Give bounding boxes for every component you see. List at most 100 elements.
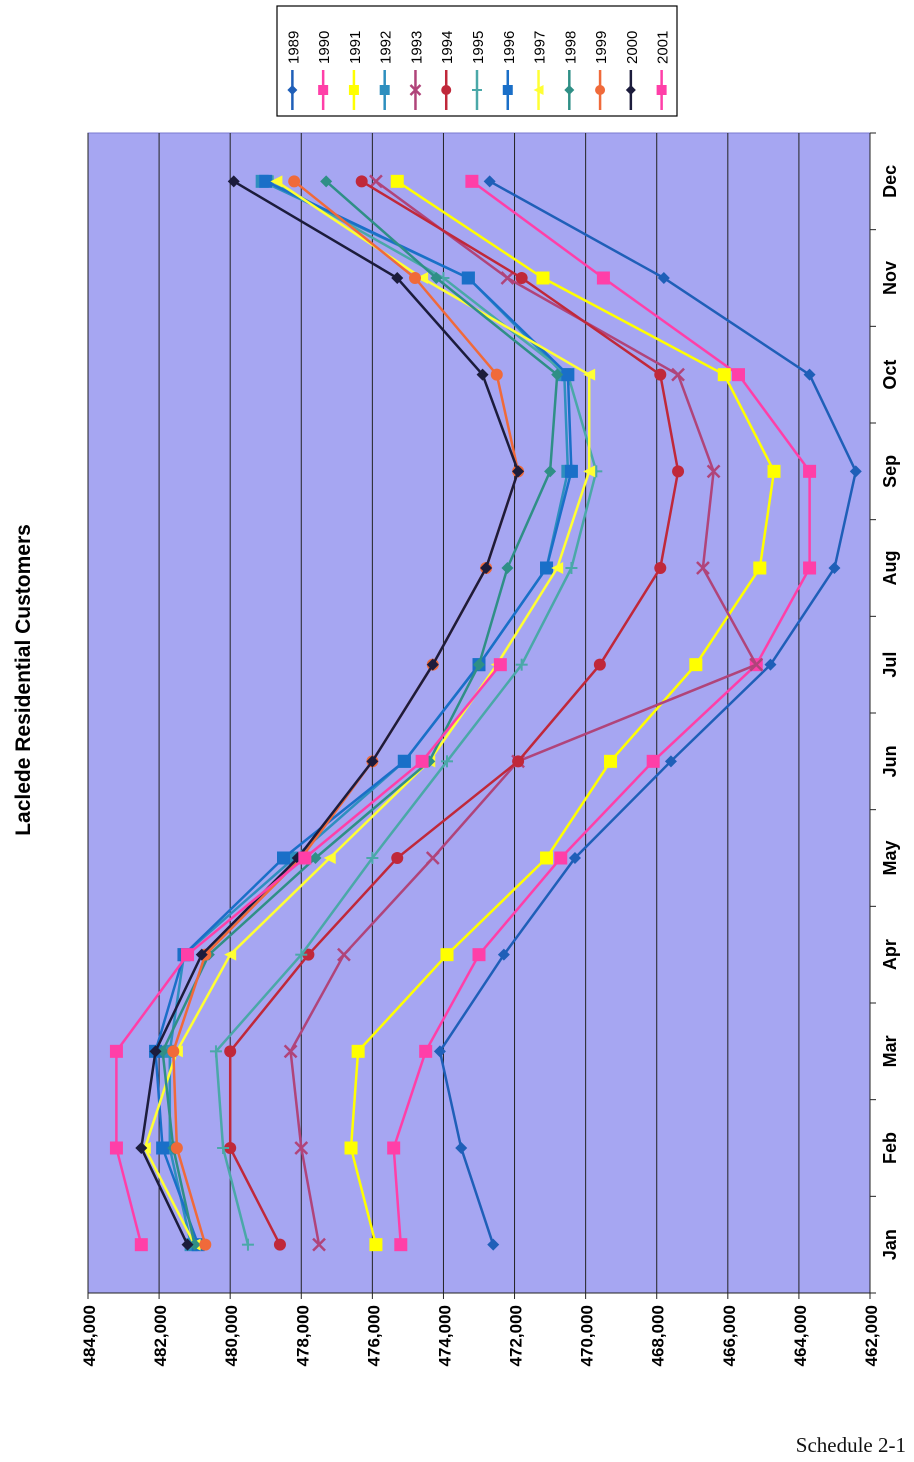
data-point xyxy=(295,948,308,961)
data-point xyxy=(391,272,404,284)
legend-label: 1997 xyxy=(532,31,549,64)
data-point xyxy=(181,948,195,962)
legend-entry: 1997 xyxy=(532,31,549,110)
value-tick-label: 480,000 xyxy=(222,1305,241,1366)
data-point xyxy=(369,1238,383,1252)
data-point xyxy=(288,175,301,188)
legend-entry: 2000 xyxy=(624,31,641,110)
value-tick-label: 470,000 xyxy=(578,1305,597,1366)
data-point xyxy=(224,1045,237,1058)
legend-label: 1990 xyxy=(316,31,333,64)
legend-entry: 1994 xyxy=(439,31,456,110)
axes: 484,000 482,000 480,000 478,000 476,000 474,0… xyxy=(80,132,900,1366)
data-point xyxy=(387,1141,401,1155)
data-point xyxy=(134,1238,148,1252)
data-point xyxy=(461,271,475,285)
data-point xyxy=(441,755,454,768)
legend-label: 1991 xyxy=(347,31,364,64)
data-point xyxy=(379,85,390,95)
data-point xyxy=(156,1141,170,1155)
data-point xyxy=(351,1044,365,1058)
data-point xyxy=(540,561,554,575)
data-point xyxy=(426,658,439,671)
data-point xyxy=(515,658,528,671)
data-point xyxy=(664,755,677,768)
data-point xyxy=(259,174,273,188)
data-point xyxy=(397,754,411,768)
data-point xyxy=(767,464,781,478)
data-point xyxy=(490,368,503,381)
data-point xyxy=(717,368,731,382)
data-point xyxy=(227,175,240,188)
data-point xyxy=(433,1045,446,1058)
series-1989 xyxy=(433,175,862,1251)
data-point xyxy=(369,174,383,189)
category-label: Apr xyxy=(880,939,900,970)
data-point xyxy=(394,1238,408,1252)
footer-text: Schedule 2-1 xyxy=(795,1433,906,1457)
legend: 1989 1990 1991 1992 1993 1994 1995 1996 1997 1998… xyxy=(276,5,678,117)
data-point xyxy=(646,754,660,768)
series-line xyxy=(154,180,573,1246)
data-point xyxy=(441,85,452,95)
data-point xyxy=(416,272,429,284)
value-tick-label: 462,000 xyxy=(862,1305,881,1366)
data-point xyxy=(455,1142,468,1154)
data-point xyxy=(337,947,351,962)
series-line xyxy=(143,180,591,1246)
data-point xyxy=(561,368,575,382)
legend-label: 2001 xyxy=(655,31,672,64)
value-tick-label: 464,000 xyxy=(791,1305,810,1366)
data-point xyxy=(654,562,667,574)
data-point xyxy=(302,948,315,961)
data-point xyxy=(135,1142,148,1154)
data-point xyxy=(241,1238,254,1251)
series-2001 xyxy=(109,658,507,1252)
data-point xyxy=(803,368,816,381)
legend-entry: 1990 xyxy=(316,31,333,110)
category-label: Nov xyxy=(880,261,900,295)
data-point xyxy=(199,1238,212,1251)
data-point xyxy=(425,851,440,865)
category-label: Oct xyxy=(880,360,900,390)
legend-entry: 1991 xyxy=(347,31,364,110)
data-point xyxy=(849,465,862,478)
legend-label: 1999 xyxy=(593,31,610,64)
data-point xyxy=(554,851,568,865)
series-line xyxy=(228,180,680,1246)
legend-label: 1994 xyxy=(439,31,456,64)
data-point xyxy=(583,465,596,478)
data-point xyxy=(188,1238,201,1251)
data-point xyxy=(595,85,606,95)
value-tick-label: 474,000 xyxy=(435,1305,454,1366)
data-point xyxy=(564,464,578,478)
data-point xyxy=(689,658,703,672)
data-point xyxy=(273,1238,286,1251)
data-point xyxy=(344,1141,358,1155)
data-point xyxy=(277,851,290,865)
data-point xyxy=(654,368,667,381)
data-point xyxy=(564,85,575,95)
series-line xyxy=(392,180,811,1245)
data-point xyxy=(533,85,544,95)
series-line xyxy=(214,180,598,1246)
data-point xyxy=(348,85,359,95)
series-1990 xyxy=(387,174,817,1252)
data-point xyxy=(568,852,581,864)
data-point xyxy=(483,175,496,188)
legend-entry: 1993 xyxy=(408,31,425,110)
data-point xyxy=(672,465,685,478)
legend-entry: 1996 xyxy=(501,31,518,110)
data-point xyxy=(512,465,525,478)
data-point xyxy=(224,1142,237,1154)
data-point xyxy=(706,464,721,479)
data-point xyxy=(298,851,312,865)
data-point xyxy=(167,1045,180,1058)
legend-label: 2000 xyxy=(624,31,641,64)
legend-entry: 1998 xyxy=(562,31,579,110)
category-label: Dec xyxy=(880,165,900,198)
data-point xyxy=(323,852,336,864)
series-1993 xyxy=(283,174,764,1252)
data-point xyxy=(320,175,333,188)
